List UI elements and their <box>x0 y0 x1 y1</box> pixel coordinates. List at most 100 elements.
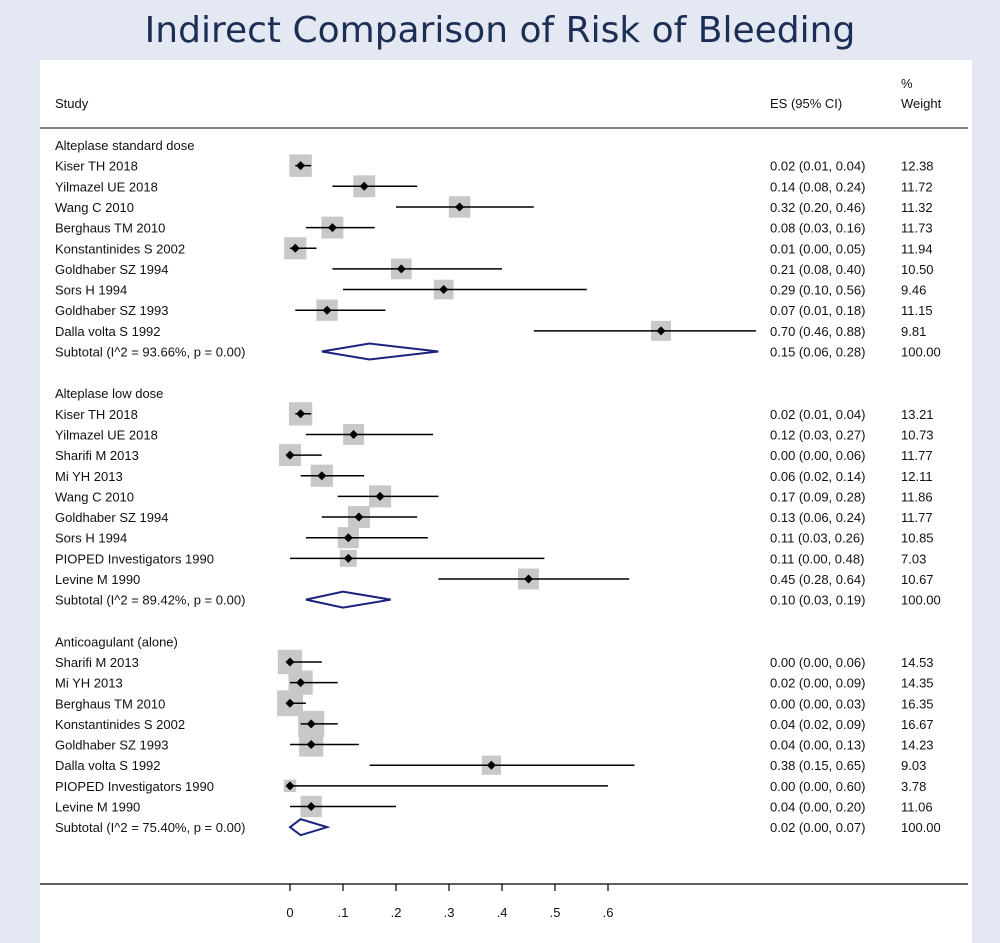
effect-size-ci: 0.00 (0.00, 0.06) <box>770 655 865 670</box>
study-label: Mi YH 2013 <box>55 469 123 484</box>
study-weight: 10.85 <box>901 531 934 546</box>
study-label: Dalla volta S 1992 <box>55 324 161 339</box>
point-estimate-marker <box>359 181 369 191</box>
effect-size-ci: 0.02 (0.01, 0.04) <box>770 407 865 422</box>
subtotal-weight: 100.00 <box>901 345 941 360</box>
study-label: Goldhaber SZ 1993 <box>55 738 168 753</box>
point-estimate-marker <box>439 285 449 295</box>
study-label: Konstantinides S 2002 <box>55 241 185 256</box>
point-estimate-marker <box>656 326 666 336</box>
study-label: Levine M 1990 <box>55 800 140 815</box>
group-label: Alteplase low dose <box>55 386 163 401</box>
study-label: Wang C 2010 <box>55 200 134 215</box>
subtotal-effect-size-ci: 0.15 (0.06, 0.28) <box>770 345 865 360</box>
study-weight: 11.15 <box>901 303 933 318</box>
study-label: Berghaus TM 2010 <box>55 221 165 236</box>
study-weight: 11.72 <box>901 179 933 194</box>
study-weight: 9.46 <box>901 283 926 298</box>
group-label: Alteplase standard dose <box>55 138 194 153</box>
x-tick-label: .6 <box>603 905 614 920</box>
subtotal-diamond <box>321 342 439 361</box>
study-label: Sharifi M 2013 <box>55 448 139 463</box>
point-estimate-marker <box>296 161 306 171</box>
point-estimate-marker <box>354 512 364 522</box>
effect-size-ci: 0.02 (0.00, 0.09) <box>770 676 865 691</box>
study-label: Konstantinides S 2002 <box>55 717 185 732</box>
effect-size-ci: 0.11 (0.00, 0.48) <box>770 551 864 566</box>
study-weight: 7.03 <box>901 551 926 566</box>
point-estimate-marker <box>455 202 465 212</box>
study-label: Sors H 1994 <box>55 531 127 546</box>
point-estimate-marker <box>343 553 353 563</box>
x-axis-ticks: 0 .1 .2 .3 .4 .5 .6 <box>286 884 613 920</box>
subtotal-weight: 100.00 <box>901 820 941 835</box>
forest-plot-panel: Study ES (95% CI) % Weight Alteplase sta… <box>40 60 972 943</box>
study-weight: 10.73 <box>901 427 934 442</box>
study-weight: 16.67 <box>901 717 934 732</box>
point-estimate-marker <box>486 760 496 770</box>
effect-size-ci: 0.21 (0.08, 0.40) <box>770 262 865 277</box>
study-label: Goldhaber SZ 1993 <box>55 303 168 318</box>
study-label: Goldhaber SZ 1994 <box>55 262 168 277</box>
subtotal-diamond <box>305 590 391 609</box>
point-estimate-marker <box>322 305 332 315</box>
effect-size-ci: 0.02 (0.01, 0.04) <box>770 159 865 174</box>
study-label: PIOPED Investigators 1990 <box>55 779 214 794</box>
effect-size-ci: 0.04 (0.02, 0.09) <box>770 717 865 732</box>
forest-rows: Alteplase standard dose Kiser TH 2018 0.02… <box>55 138 941 837</box>
effect-size-ci: 0.13 (0.06, 0.24) <box>770 510 865 525</box>
effect-size-ci: 0.38 (0.15, 0.65) <box>770 758 865 773</box>
effect-size-ci: 0.00 (0.00, 0.60) <box>770 779 865 794</box>
study-weight: 11.06 <box>901 800 933 815</box>
study-label: Kiser TH 2018 <box>55 407 138 422</box>
study-label: Yilmazel UE 2018 <box>55 427 158 442</box>
study-label: Kiser TH 2018 <box>55 159 138 174</box>
point-estimate-marker <box>296 678 306 688</box>
forest-plot: Study ES (95% CI) % Weight Alteplase sta… <box>40 76 968 920</box>
header-es: ES (95% CI) <box>770 96 842 111</box>
study-label: Berghaus TM 2010 <box>55 696 165 711</box>
point-estimate-marker <box>285 781 295 791</box>
point-estimate-marker <box>290 243 300 253</box>
study-label: Wang C 2010 <box>55 489 134 504</box>
study-weight: 9.81 <box>901 324 926 339</box>
effect-size-ci: 0.00 (0.00, 0.06) <box>770 448 865 463</box>
x-tick-label: .2 <box>391 905 402 920</box>
study-weight: 11.94 <box>901 241 933 256</box>
study-weight: 10.50 <box>901 262 934 277</box>
x-tick-label: .4 <box>497 905 508 920</box>
effect-size-ci: 0.70 (0.46, 0.88) <box>770 324 865 339</box>
effect-size-ci: 0.32 (0.20, 0.46) <box>770 200 865 215</box>
point-estimate-marker <box>524 574 533 584</box>
study-weight: 11.86 <box>901 489 933 504</box>
study-weight: 10.67 <box>901 572 934 587</box>
subtotal-effect-size-ci: 0.02 (0.00, 0.07) <box>770 820 865 835</box>
subtotal-label: Subtotal (I^2 = 93.66%, p = 0.00) <box>55 345 245 360</box>
study-weight: 13.21 <box>901 407 934 422</box>
study-weight: 16.35 <box>901 696 934 711</box>
effect-size-ci: 0.07 (0.01, 0.18) <box>770 303 865 318</box>
study-weight: 11.32 <box>901 200 933 215</box>
study-label: Sors H 1994 <box>55 283 127 298</box>
header-weight-percent: % <box>901 76 913 91</box>
point-estimate-marker <box>317 471 327 481</box>
study-weight: 12.38 <box>901 159 934 174</box>
effect-size-ci: 0.08 (0.03, 0.16) <box>770 221 865 236</box>
study-weight: 14.53 <box>901 655 934 670</box>
point-estimate-marker <box>296 409 306 419</box>
x-tick-label: .5 <box>550 905 561 920</box>
effect-size-ci: 0.04 (0.00, 0.20) <box>770 800 865 815</box>
effect-size-ci: 0.45 (0.28, 0.64) <box>770 572 865 587</box>
effect-size-ci: 0.14 (0.08, 0.24) <box>770 179 865 194</box>
group-label: Anticoagulant (alone) <box>55 634 178 649</box>
point-estimate-marker <box>306 719 316 729</box>
point-estimate-marker <box>306 802 316 811</box>
effect-size-ci: 0.04 (0.00, 0.13) <box>770 738 865 753</box>
point-estimate-marker <box>349 429 359 439</box>
effect-size-ci: 0.00 (0.00, 0.03) <box>770 696 865 711</box>
study-label: Goldhaber SZ 1994 <box>55 510 168 525</box>
header-weight: Weight <box>901 96 942 111</box>
x-tick-label: .3 <box>444 905 455 920</box>
header-study: Study <box>55 96 89 111</box>
effect-size-ci: 0.12 (0.03, 0.27) <box>770 427 865 442</box>
